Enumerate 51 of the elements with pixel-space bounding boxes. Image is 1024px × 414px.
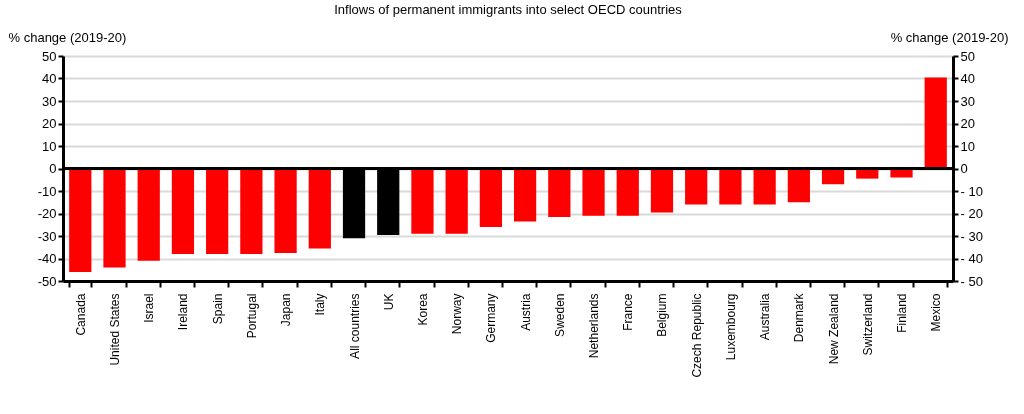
y2-axis-title: % change (2019-20) [890, 29, 1009, 45]
x-tick-label: UK [381, 293, 396, 311]
y-tick-label: -20 [37, 206, 57, 221]
y-tick-label: -50 [37, 273, 57, 289]
y-tick-label: 30 [42, 93, 57, 109]
y-tick-label: -30 [37, 228, 57, 244]
x-tick-label: Italy [313, 293, 328, 316]
y-tick-label: 10 [42, 138, 57, 154]
y2-tick-label: 20 [960, 116, 975, 131]
x-tick-label: Luxembourg [723, 293, 738, 361]
x-tick-label: Japan [279, 293, 294, 327]
x-tick-label: Belgium [655, 293, 670, 337]
y2-tick-label: 50 [960, 48, 975, 64]
x-tick-label: Netherlands [587, 293, 602, 359]
y2-tick-label: 0 [960, 161, 968, 176]
y2-tick-label: - 40 [960, 251, 983, 266]
x-tick-label: Spain [210, 293, 225, 325]
y2-tick-label: - 20 [960, 206, 983, 221]
y-tick-label: -40 [37, 251, 57, 266]
y2-tick-label: - 10 [960, 183, 983, 199]
x-tick-label: Germany [484, 293, 499, 343]
x-tick-label: Mexico [929, 293, 944, 332]
x-tick-label: Czech Republic [689, 293, 704, 378]
x-tick-label: Denmark [792, 292, 807, 343]
x-tick-label: Finland [895, 293, 909, 333]
x-tick-label: Sweden [552, 293, 567, 337]
x-tick-label: New Zealand [826, 293, 841, 365]
y2-tick-label: - 30 [960, 228, 983, 244]
x-tick-label: Portugal [244, 293, 259, 339]
x-tick-label: All countries [347, 293, 362, 359]
x-tick-label: Austria [518, 293, 533, 331]
y-tick-label: 50 [42, 48, 57, 64]
x-tick-label: United States [108, 293, 122, 366]
y-tick-label: 0 [49, 161, 57, 176]
x-tick-label: Canada [73, 293, 88, 336]
y-tick-label: -10 [37, 183, 57, 199]
y2-tick-label: 10 [960, 138, 975, 154]
y-tick-label: 40 [42, 71, 57, 86]
y-tick-label: 20 [42, 116, 57, 131]
x-tick-label: Korea [415, 293, 430, 326]
x-tick-label: Norway [450, 293, 465, 335]
y2-tick-label: 40 [960, 71, 975, 86]
y2-tick-label: 30 [960, 93, 975, 109]
x-tick-label: Switzerland [860, 293, 875, 356]
x-tick-label: France [621, 293, 636, 331]
y2-tick-label: - 50 [960, 273, 983, 289]
x-tick-label: Israel [142, 293, 157, 323]
x-tick-label: Australia [758, 293, 773, 341]
chart-title: Inflows of permanent immigrants into select OECD countries [334, 2, 683, 17]
x-tick-label: Ireland [176, 293, 191, 331]
y-axis-title: % change (2019-20) [8, 29, 127, 45]
